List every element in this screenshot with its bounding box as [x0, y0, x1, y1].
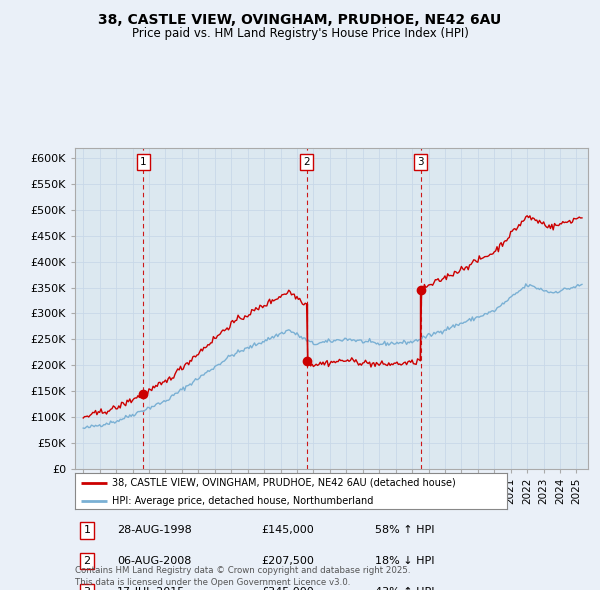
- Text: £345,000: £345,000: [261, 587, 314, 590]
- Text: 2: 2: [83, 556, 91, 566]
- Text: 2: 2: [304, 157, 310, 167]
- Text: 58% ↑ HPI: 58% ↑ HPI: [375, 526, 434, 535]
- Text: 3: 3: [83, 587, 91, 590]
- Text: 1: 1: [83, 526, 91, 535]
- Text: 38, CASTLE VIEW, OVINGHAM, PRUDHOE, NE42 6AU (detached house): 38, CASTLE VIEW, OVINGHAM, PRUDHOE, NE42…: [112, 478, 455, 488]
- Text: 38, CASTLE VIEW, OVINGHAM, PRUDHOE, NE42 6AU: 38, CASTLE VIEW, OVINGHAM, PRUDHOE, NE42…: [98, 13, 502, 27]
- Text: Price paid vs. HM Land Registry's House Price Index (HPI): Price paid vs. HM Land Registry's House …: [131, 27, 469, 40]
- Text: HPI: Average price, detached house, Northumberland: HPI: Average price, detached house, Nort…: [112, 496, 373, 506]
- Text: £145,000: £145,000: [261, 526, 314, 535]
- Text: 3: 3: [418, 157, 424, 167]
- Text: Contains HM Land Registry data © Crown copyright and database right 2025.
This d: Contains HM Land Registry data © Crown c…: [75, 566, 410, 587]
- Text: 1: 1: [140, 157, 146, 167]
- Text: 06-AUG-2008: 06-AUG-2008: [117, 556, 191, 566]
- Text: £207,500: £207,500: [261, 556, 314, 566]
- Text: 43% ↑ HPI: 43% ↑ HPI: [375, 587, 434, 590]
- Text: 18% ↓ HPI: 18% ↓ HPI: [375, 556, 434, 566]
- Text: 17-JUL-2015: 17-JUL-2015: [117, 587, 185, 590]
- Text: 28-AUG-1998: 28-AUG-1998: [117, 526, 192, 535]
